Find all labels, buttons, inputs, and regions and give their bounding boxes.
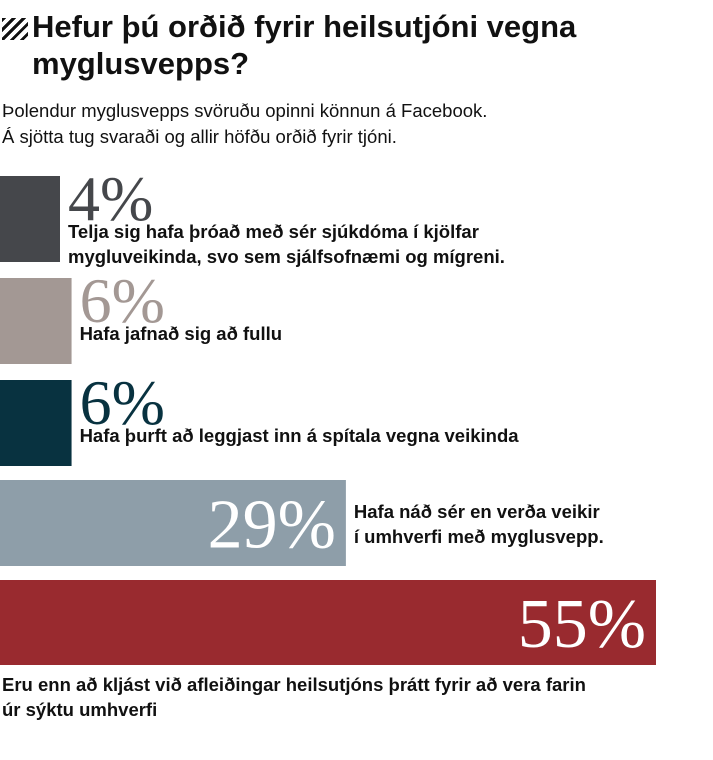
value-label: 6% [80, 265, 165, 336]
bar [0, 278, 72, 364]
category-label: Hafa jafnað sig að fullu [80, 323, 283, 344]
bar [0, 480, 346, 566]
title-hatch-mark [2, 18, 28, 40]
category-label: Eru enn að kljást við afleiðingar heilsu… [2, 674, 586, 695]
value-label: 4% [68, 163, 153, 234]
subtitle-line: Þolendur myglusvepps svöruðu opinni könn… [2, 100, 488, 121]
value-label: 29% [208, 487, 336, 564]
bar [0, 580, 656, 665]
category-label: úr sýktu umhverfi [2, 699, 157, 720]
category-label: Telja sig hafa þróað með sér sjúkdóma í … [68, 221, 479, 242]
category-label: mygluveikinda, svo sem sjálfsofnæmi og m… [68, 246, 505, 267]
chart-subtitle: Þolendur myglusvepps svöruðu opinni könn… [2, 98, 642, 150]
category-label: í umhverfi með myglusvepp. [354, 526, 604, 547]
value-label: 6% [80, 367, 165, 438]
bar [0, 176, 60, 262]
subtitle-line: Á sjötta tug svaraði og allir höfðu orði… [2, 126, 397, 147]
category-label: Hafa þurft að leggjast inn á spítala veg… [80, 425, 520, 446]
category-label: Hafa náð sér en verða veikir [354, 501, 600, 522]
bar [0, 380, 72, 466]
chart-title: Hefur þú orðið fyrir heilsutjóni vegna m… [32, 9, 577, 81]
value-label: 55% [518, 586, 646, 663]
